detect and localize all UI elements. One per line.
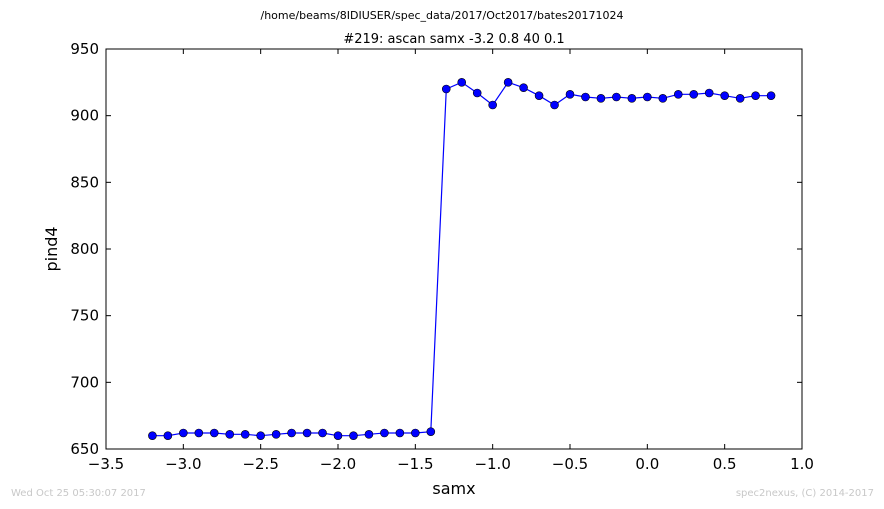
data-point: [689, 90, 699, 99]
data-point: [735, 94, 745, 103]
data-point: [457, 78, 467, 87]
series-line: [152, 81, 772, 437]
data-point: [179, 428, 188, 438]
y-axis-label: pind4: [42, 226, 61, 271]
x-tick-label: −0.5: [552, 455, 588, 473]
x-tick-label: −3.0: [165, 455, 201, 473]
data-point: [163, 431, 173, 440]
y-tick-label: 650: [70, 440, 99, 458]
chart-title: #219: ascan samx -3.2 0.8 40 0.1: [343, 32, 564, 47]
x-tick-label: 0.0: [635, 455, 659, 473]
x-tick-label: 1.0: [790, 455, 814, 473]
data-point: [550, 100, 559, 110]
timestamp-footer: Wed Oct 25 05:30:07 2017: [11, 488, 146, 499]
data-point: [411, 428, 420, 438]
data-point: [581, 92, 590, 102]
data-point: [194, 428, 204, 438]
data-point: [225, 430, 235, 439]
data-point: [441, 84, 451, 94]
credit-footer: spec2nexus, (C) 2014-2017: [735, 488, 874, 499]
y-tick-label: 750: [70, 307, 99, 325]
data-point: [287, 428, 296, 438]
data-point: [349, 431, 358, 440]
x-tick-label: −2.5: [242, 455, 278, 473]
y-tick-label: 850: [70, 173, 99, 191]
data-point: [472, 88, 482, 98]
data-point: [673, 90, 683, 99]
data-point: [766, 91, 776, 100]
x-axis-label: samx: [432, 479, 475, 498]
data-point: [627, 94, 637, 103]
data-point: [426, 427, 436, 436]
data-point: [333, 431, 343, 440]
data-point: [658, 94, 668, 103]
data-point: [751, 91, 760, 100]
data-point: [271, 430, 281, 439]
data-point: [596, 94, 606, 103]
x-tick-label: −2.0: [320, 455, 356, 473]
data-point: [519, 83, 528, 92]
plot-area: −3.5 −3.0 −2.5 −2.0 −1.5 −1.0 −0.5 0.0 0.5 1.0 650…: [70, 40, 814, 473]
data-point: [318, 428, 327, 438]
data-point: [256, 431, 265, 440]
data-point: [380, 428, 389, 438]
data-point: [643, 92, 652, 102]
y-tick-label: 800: [70, 240, 99, 258]
y-tick-label: 950: [70, 40, 99, 58]
figure-supertitle: /home/beams/8IDIUSER/spec_data/2017/Oct2…: [260, 9, 624, 22]
data-point: [720, 91, 729, 100]
data-point: [488, 100, 497, 110]
x-tick-label: −1.0: [474, 455, 510, 473]
data-point: [302, 428, 312, 438]
y-tick-label: 700: [70, 373, 99, 391]
x-tick-label: −1.5: [397, 455, 433, 473]
y-tick-label: 900: [70, 107, 99, 125]
data-point: [612, 92, 621, 102]
data-point: [395, 428, 405, 438]
data-point: [364, 430, 374, 439]
data-point: [148, 431, 157, 440]
data-point: [704, 88, 714, 98]
plot-frame: [105, 48, 803, 450]
x-tick-label: −3.5: [88, 455, 124, 473]
data-point: [534, 91, 544, 100]
data-point: [240, 430, 250, 439]
x-tick-label: 0.5: [713, 455, 737, 473]
data-point: [209, 428, 219, 438]
data-point: [565, 90, 575, 99]
data-point: [503, 78, 513, 87]
